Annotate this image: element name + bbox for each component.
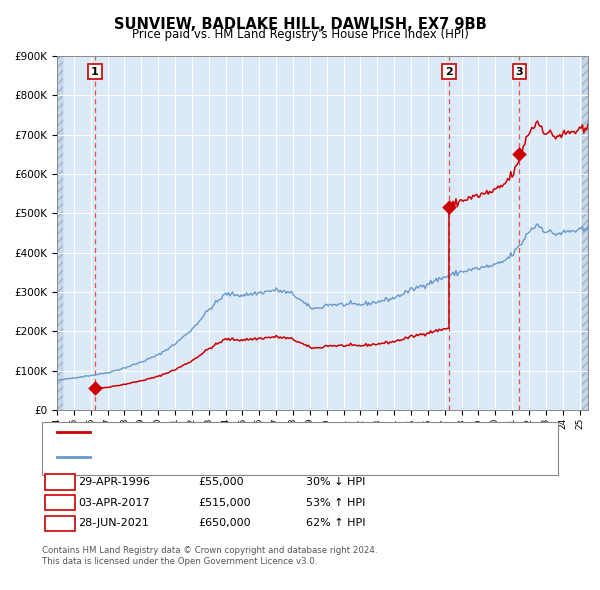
Text: SUNVIEW, BADLAKE HILL, DAWLISH, EX7 9BB (detached house): SUNVIEW, BADLAKE HILL, DAWLISH, EX7 9BB … bbox=[94, 427, 424, 437]
Bar bbox=[57, 56, 63, 410]
Text: HPI: Average price, detached house, Teignbridge: HPI: Average price, detached house, Teig… bbox=[94, 452, 348, 461]
Text: This data is licensed under the Open Government Licence v3.0.: This data is licensed under the Open Gov… bbox=[42, 558, 317, 566]
Text: 29-APR-1996: 29-APR-1996 bbox=[78, 477, 150, 487]
Text: 3: 3 bbox=[56, 519, 64, 528]
Text: £515,000: £515,000 bbox=[198, 498, 251, 507]
Text: £650,000: £650,000 bbox=[198, 519, 251, 528]
Text: 2: 2 bbox=[56, 498, 64, 507]
Point bbox=[514, 150, 524, 159]
Text: 03-APR-2017: 03-APR-2017 bbox=[78, 498, 149, 507]
Text: 1: 1 bbox=[56, 477, 64, 487]
Text: Price paid vs. HM Land Registry's House Price Index (HPI): Price paid vs. HM Land Registry's House … bbox=[131, 28, 469, 41]
Text: 30% ↓ HPI: 30% ↓ HPI bbox=[306, 477, 365, 487]
Text: 62% ↑ HPI: 62% ↑ HPI bbox=[306, 519, 365, 528]
Text: SUNVIEW, BADLAKE HILL, DAWLISH, EX7 9BB: SUNVIEW, BADLAKE HILL, DAWLISH, EX7 9BB bbox=[113, 17, 487, 31]
Text: £55,000: £55,000 bbox=[198, 477, 244, 487]
Text: 3: 3 bbox=[515, 67, 523, 77]
Bar bbox=[582, 56, 588, 410]
Point bbox=[444, 203, 454, 212]
Point bbox=[90, 384, 100, 393]
Text: 53% ↑ HPI: 53% ↑ HPI bbox=[306, 498, 365, 507]
Text: 2: 2 bbox=[445, 67, 453, 77]
Text: 1: 1 bbox=[91, 67, 99, 77]
Text: 28-JUN-2021: 28-JUN-2021 bbox=[78, 519, 149, 528]
Text: Contains HM Land Registry data © Crown copyright and database right 2024.: Contains HM Land Registry data © Crown c… bbox=[42, 546, 377, 555]
